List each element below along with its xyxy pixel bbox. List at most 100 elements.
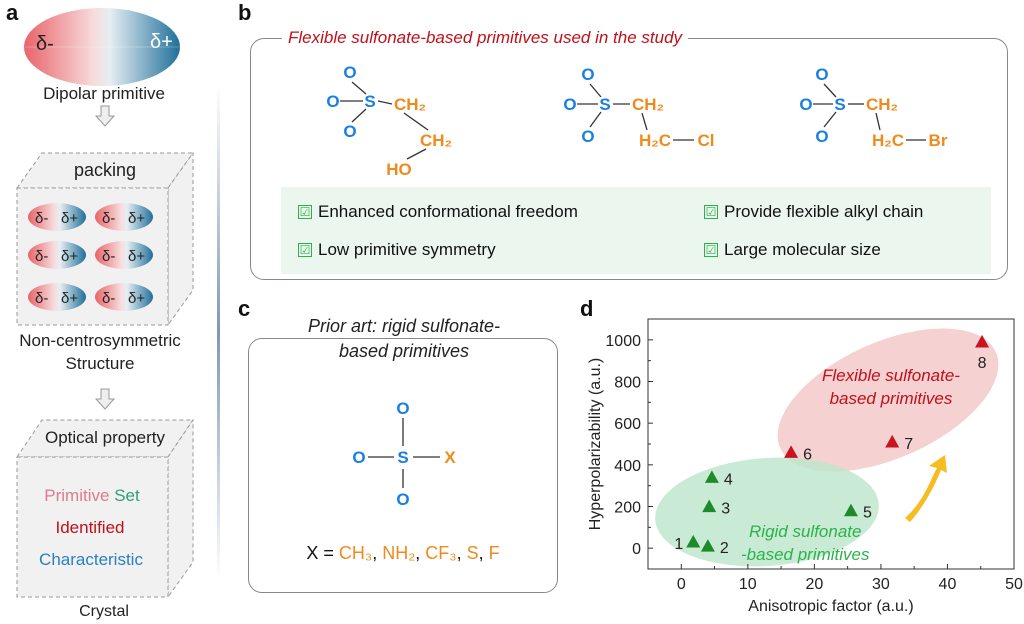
rigid-region [655, 457, 879, 567]
word-primitive: Primitive [44, 486, 110, 505]
checkbox-icon: ☑ [298, 205, 312, 219]
panel-b-title: Flexible sulfonate-based primitives used… [282, 28, 689, 48]
feature-text: Enhanced conformational freedom [318, 202, 578, 221]
atom-o: O [343, 122, 356, 141]
crystal-caption: Crystal [79, 603, 129, 620]
rigid-region-label-2: -based primitives [741, 545, 870, 564]
terminal-group: Br [929, 131, 948, 150]
dipole-grid: δ-δ+ δ-δ+ δ-δ+ δ-δ+ δ-δ+ δ-δ+ [28, 203, 153, 311]
small-dipole [28, 241, 86, 269]
structure-caption-1: Non-centrosymmetric [19, 331, 181, 350]
point-label: 8 [978, 355, 987, 372]
feature-text: Provide flexible alkyl chain [724, 202, 924, 221]
y-axis-label: Hyperpolarizability (a.u.) [587, 357, 604, 531]
small-dipole [95, 283, 153, 311]
dipole-negative: δ- [102, 248, 115, 265]
x-option: CH₃ [338, 543, 373, 563]
x-tick-label: 10 [739, 576, 757, 593]
atom-o: O [815, 65, 828, 84]
y-tick-label: 800 [614, 375, 641, 392]
feature-item: ☑ Large molecular size [704, 240, 881, 260]
word-identified: Identified [55, 518, 125, 537]
x-option: F [488, 543, 500, 563]
panel-c-title-1: Prior art: rigid sulfonate- [299, 316, 509, 337]
x-tick-label: 30 [872, 576, 890, 593]
dipole-positive: δ+ [150, 31, 173, 53]
atom-s: S [397, 448, 408, 467]
dipole-positive: δ+ [61, 248, 78, 265]
dipole-positive: δ+ [128, 210, 145, 227]
atom-x: X [444, 448, 456, 467]
features-panel [281, 187, 991, 274]
rigid-region-label-1: Rigid sulfonate [749, 522, 862, 541]
panel-c-label: c [238, 296, 251, 321]
point-label: 7 [904, 436, 913, 453]
prior-art-box [248, 338, 558, 593]
feature-text: Low primitive symmetry [318, 240, 496, 259]
atom-o: O [581, 127, 594, 146]
y-tick-label: 0 [632, 541, 641, 558]
dipole-positive: δ+ [61, 210, 78, 227]
dipole-negative: δ- [35, 210, 48, 227]
x-axis-label: Anisotropic factor (a.u.) [748, 598, 914, 615]
point-label: 3 [721, 501, 730, 518]
atom-o: O [343, 63, 356, 82]
atom-s: S [834, 95, 845, 114]
group-ch2: CH₂ [866, 95, 898, 114]
flexible-region [777, 328, 999, 472]
point-label: 1 [674, 536, 683, 553]
x-substituents-line: X = CH₃, NH₂, CF₃, S, F [306, 543, 500, 563]
panel-d-label: d [580, 296, 594, 321]
group-ch2: CH₂ [420, 131, 452, 150]
dipole-negative: δ- [35, 248, 48, 265]
atom-o-top: O [396, 399, 409, 418]
atom-s: S [364, 92, 375, 111]
data-point [885, 434, 900, 448]
terminal-group: Cl [698, 131, 715, 150]
data-point [843, 503, 858, 517]
x-tick-label: 0 [677, 576, 686, 593]
small-dipole [95, 203, 153, 231]
dipole-positive: δ+ [61, 290, 78, 307]
x-option: CF₃ [425, 543, 457, 563]
point-label: 5 [863, 505, 872, 522]
atom-o-bottom: O [396, 490, 409, 509]
flexible-region-label-1: Flexible sulfonate- [822, 366, 960, 385]
data-point [975, 334, 990, 348]
data-point [702, 499, 717, 513]
data-point [700, 539, 715, 552]
x-tick-label: 20 [805, 576, 823, 593]
group-ch2: H₂C [639, 131, 671, 150]
x-tick-label: 50 [1005, 576, 1023, 593]
small-dipole [28, 283, 86, 311]
atom-s: S [599, 95, 610, 114]
feature-text: Large molecular size [724, 240, 881, 259]
feature-item: ☑ Provide flexible alkyl chain [704, 202, 923, 222]
point-label: 2 [720, 540, 729, 557]
dipole-negative: δ- [36, 33, 54, 55]
y-tick-label: 1000 [605, 333, 641, 350]
x-option: NH₂ [382, 543, 416, 563]
feature-item: ☑ Enhanced conformational freedom [298, 202, 578, 222]
dipole-negative: δ- [102, 290, 115, 307]
structure-caption-2: Structure [65, 354, 135, 373]
dipole-positive: δ+ [128, 290, 145, 307]
trend-arrow-icon [905, 455, 947, 522]
optical-property-label: Optical property [45, 428, 165, 447]
group-ch2: CH₂ [632, 95, 664, 114]
y-tick-label: 400 [614, 458, 641, 475]
group-ch2: H₂C [872, 131, 904, 150]
checkbox-icon: ☑ [704, 205, 718, 219]
panel-b-label: b [238, 0, 252, 25]
dipole-negative: δ- [102, 210, 115, 227]
atom-o: O [815, 127, 828, 146]
y-tick-label: 600 [614, 416, 641, 433]
separator-bar [217, 85, 220, 580]
small-dipole [28, 203, 86, 231]
atom-o: O [799, 95, 812, 114]
primitive-set-text: Primitive Set [44, 486, 139, 506]
group-ch2: CH₂ [394, 95, 426, 114]
